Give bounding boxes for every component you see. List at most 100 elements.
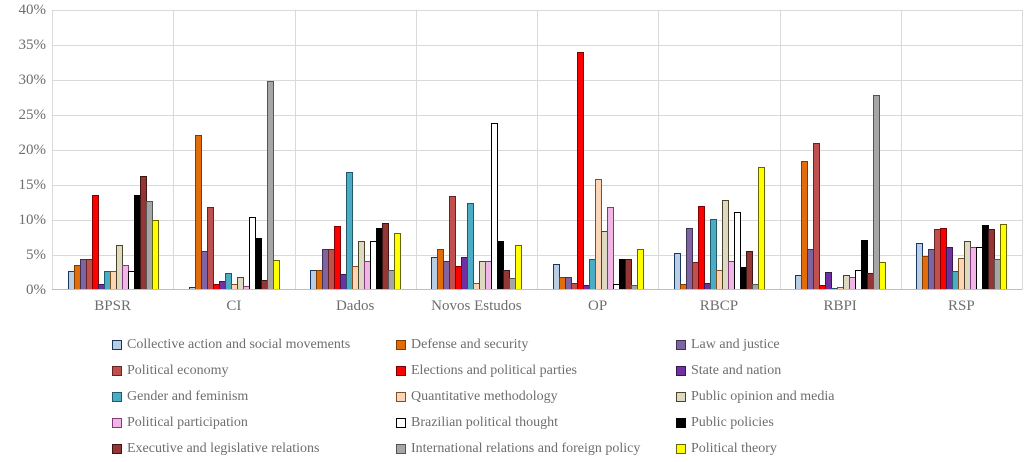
legend-label: Political participation xyxy=(127,415,248,430)
legend-swatch xyxy=(112,366,122,376)
legend-item: Executive and legislative relations xyxy=(112,441,396,457)
bar xyxy=(697,206,705,290)
bar xyxy=(1000,224,1008,290)
x-axis-labels: BPSR CI Dados Novos Estudos OP RBCP RBPI RSP xyxy=(52,298,1022,315)
bar-group-RSP xyxy=(901,10,1022,290)
bar xyxy=(254,238,262,290)
bar xyxy=(449,196,457,290)
legend-item: Defense and security xyxy=(396,337,676,353)
legend-label: Public opinion and media xyxy=(691,389,835,404)
x-axis-label: Dados xyxy=(335,298,375,314)
bar xyxy=(685,228,693,290)
bar xyxy=(861,240,869,290)
x-axis-label: OP xyxy=(588,298,608,314)
legend-item: State and nation xyxy=(676,363,834,379)
bar-group-OP xyxy=(537,10,658,290)
bar xyxy=(497,241,505,290)
legend-swatch xyxy=(396,418,406,428)
bar xyxy=(91,194,99,290)
legend-label: Quantitative methodology xyxy=(411,389,558,404)
y-tick-label: 30% xyxy=(18,72,47,88)
bar xyxy=(636,248,644,290)
bar xyxy=(873,95,881,290)
x-axis-label: RBCP xyxy=(699,298,739,314)
bar xyxy=(467,202,475,290)
legend-label: Public policies xyxy=(691,415,774,430)
bar xyxy=(825,271,833,290)
legend-item: Law and justice xyxy=(676,337,834,353)
legend-label: Elections and political parties xyxy=(411,363,578,378)
bar xyxy=(266,80,274,290)
legend-label: Political economy xyxy=(127,363,229,378)
x-axis-label: RSP xyxy=(948,298,975,314)
bar xyxy=(194,134,202,290)
bar-group-BPSR xyxy=(52,10,173,290)
legend-item: Elections and political parties xyxy=(396,363,676,379)
bar-group-RBPI xyxy=(780,10,901,290)
bar xyxy=(801,161,809,290)
bar xyxy=(757,166,765,290)
bar xyxy=(151,220,159,290)
legend-label: Brazilian political thought xyxy=(411,415,558,430)
legend-swatch xyxy=(396,340,406,350)
x-axis-label: RBPI xyxy=(823,298,857,314)
y-tick-label: 10% xyxy=(18,212,47,228)
legend-item: Quantitative methodology xyxy=(396,389,676,405)
legend-swatch xyxy=(396,392,406,402)
y-tick-label: 5% xyxy=(26,247,46,263)
category-separator xyxy=(294,10,296,290)
category-separator xyxy=(779,10,781,290)
category-separator xyxy=(52,10,53,290)
category-separator xyxy=(900,10,902,290)
bar xyxy=(394,233,402,290)
legend-label: State and nation xyxy=(691,363,782,378)
legend-label: Defense and security xyxy=(411,337,529,352)
bar xyxy=(673,252,681,290)
x-axis-label: CI xyxy=(226,298,242,314)
y-tick-label: 15% xyxy=(18,177,47,193)
bar xyxy=(382,222,390,290)
bar xyxy=(709,218,717,290)
legend-swatch xyxy=(676,392,686,402)
legend-swatch xyxy=(112,418,122,428)
bar-group-Dados xyxy=(295,10,416,290)
x-axis-label: BPSR xyxy=(94,298,131,314)
x-axis-line xyxy=(52,289,1022,290)
legend-item: Gender and feminism xyxy=(112,389,396,405)
legend-swatch xyxy=(396,444,406,454)
category-separator xyxy=(1022,10,1023,290)
legend-swatch xyxy=(112,444,122,454)
legend-item: Collective action and social movements xyxy=(112,337,396,353)
legend-swatch xyxy=(676,366,686,376)
bar xyxy=(576,52,584,290)
legend-label: Collective action and social movements xyxy=(127,337,351,352)
category-separator xyxy=(415,10,417,290)
y-tick-label: 40% xyxy=(18,2,47,18)
category-separator xyxy=(658,10,660,290)
y-tick-label: 25% xyxy=(18,107,47,123)
bar xyxy=(272,259,280,290)
bar xyxy=(606,206,614,290)
category-separator xyxy=(537,10,538,290)
legend-label: Executive and legislative relations xyxy=(127,441,320,456)
bar xyxy=(236,276,244,290)
bar xyxy=(206,206,214,290)
bar-group-CI xyxy=(173,10,294,290)
bar xyxy=(745,250,753,290)
legend-swatch xyxy=(112,392,122,402)
bar xyxy=(624,258,632,290)
bar xyxy=(491,123,499,290)
category-separator xyxy=(173,10,175,290)
bar xyxy=(224,273,232,290)
legend-swatch xyxy=(676,340,686,350)
legend-item: Political participation xyxy=(112,415,396,431)
legend-swatch xyxy=(112,340,122,350)
legend-item: Public opinion and media xyxy=(676,389,834,405)
y-tick-label: 20% xyxy=(18,142,47,158)
legend-swatch xyxy=(396,366,406,376)
legend-swatch xyxy=(676,418,686,428)
legend: Collective action and social movements De… xyxy=(112,332,834,462)
plot-area xyxy=(52,10,1023,290)
bar-groups xyxy=(52,10,1022,290)
